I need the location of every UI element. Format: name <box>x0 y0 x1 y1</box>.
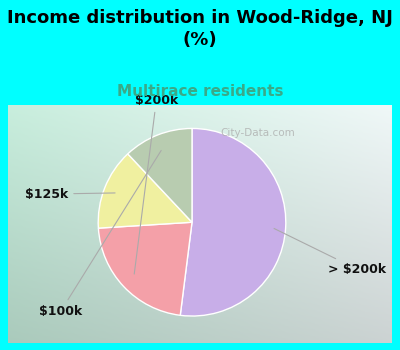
Text: Multirace residents: Multirace residents <box>117 84 283 99</box>
Wedge shape <box>128 128 192 222</box>
FancyBboxPatch shape <box>8 105 392 343</box>
Wedge shape <box>98 154 192 228</box>
Text: > $200k: > $200k <box>274 229 386 276</box>
Text: Income distribution in Wood-Ridge, NJ
(%): Income distribution in Wood-Ridge, NJ (%… <box>7 9 393 49</box>
Text: $200k: $200k <box>134 94 178 274</box>
Wedge shape <box>180 128 286 316</box>
Text: $100k: $100k <box>39 150 161 318</box>
Text: $125k: $125k <box>25 188 115 201</box>
Text: City-Data.com: City-Data.com <box>220 128 295 138</box>
Wedge shape <box>98 222 192 315</box>
